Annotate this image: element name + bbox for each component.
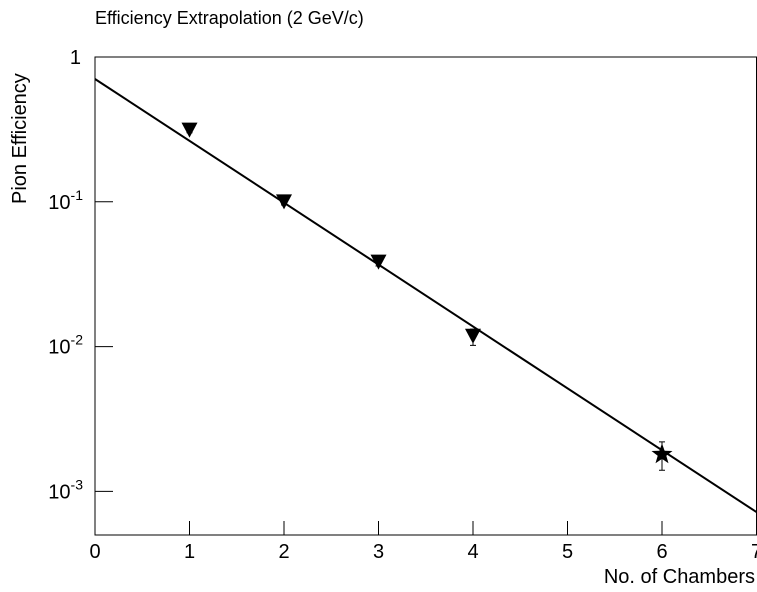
fit-line xyxy=(94,78,757,513)
triangle-marker xyxy=(465,328,481,344)
x-tick-label: 3 xyxy=(373,541,384,563)
y-tick-base: 10 xyxy=(48,192,70,214)
x-tick-label: 1 xyxy=(184,541,195,563)
x-tick-label: 4 xyxy=(467,541,478,563)
triangle-marker xyxy=(181,122,198,138)
x-tick-label: 6 xyxy=(656,541,667,563)
y-tick-base: 10 xyxy=(48,481,70,503)
x-tick-label: 5 xyxy=(562,541,573,563)
y-tick-label: 1 xyxy=(70,47,81,69)
y-tick-label: 10-1 xyxy=(48,187,83,214)
y-tick-base: 10 xyxy=(48,337,70,359)
x-tick-label: 7 xyxy=(751,541,757,563)
y-axis-label: Pion Efficiency xyxy=(9,73,31,204)
x-axis-label: No. of Chambers xyxy=(604,566,755,588)
y-tick-label: 10-3 xyxy=(48,476,83,503)
y-tick-exponent: -3 xyxy=(71,476,84,492)
y-tick-exponent: -1 xyxy=(71,187,84,203)
y-tick-label: 10-2 xyxy=(48,332,83,359)
star-marker xyxy=(651,443,673,464)
x-tick-label: 0 xyxy=(89,541,100,563)
chart-title: Efficiency Extrapolation (2 GeV/c) xyxy=(95,8,364,28)
x-tick-label: 2 xyxy=(278,541,289,563)
y-tick-exponent: -2 xyxy=(71,332,84,348)
triangle-marker xyxy=(370,254,387,270)
